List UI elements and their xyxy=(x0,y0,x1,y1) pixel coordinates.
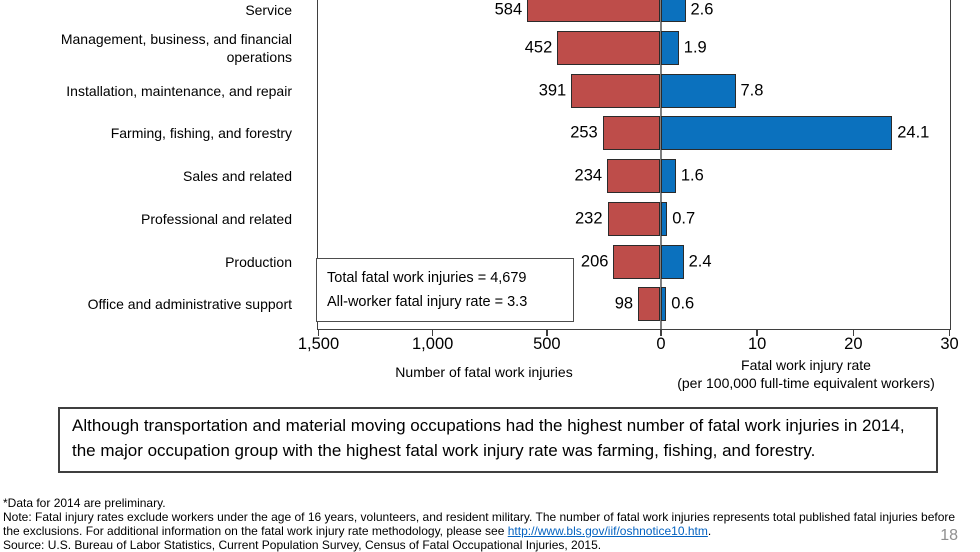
x-axis-tick xyxy=(948,330,951,336)
plot-area: 584 2.6 452 1.9 391 7.8 253 24.1 234 1.6 232 0.7 206… xyxy=(317,0,951,330)
x-axis-tick xyxy=(317,330,320,336)
x-axis-tick-label: 20 xyxy=(844,335,863,353)
category-label: Office and administrative support xyxy=(87,296,292,313)
x-axis-tick-label: 1,500 xyxy=(297,335,340,353)
rate-bar xyxy=(660,244,684,279)
injuries-bar xyxy=(613,244,661,279)
stats-total-injuries: Total fatal work injuries = 4,679 xyxy=(327,269,527,286)
rate-value-label: 0.7 xyxy=(672,209,696,228)
rate-value-label: 2.6 xyxy=(690,0,714,18)
rate-bar xyxy=(660,0,686,22)
x-axis-title-right-line1: Fatal work injury rate xyxy=(741,357,871,373)
stats-box: Total fatal work injuries = 4,679 All-wo… xyxy=(316,258,574,322)
x-axis-title-right-line2: (per 100,000 full-time equivalent worker… xyxy=(677,375,935,391)
x-axis-title-right: Fatal work injury rate (per 100,000 full… xyxy=(677,356,935,392)
footnote-note: Note: Fatal injury rates exclude workers… xyxy=(3,509,956,538)
injuries-value-label: 234 xyxy=(574,166,603,185)
x-axis-tick xyxy=(852,330,855,336)
category-label: Farming, fishing, and forestry xyxy=(110,125,292,142)
rate-bar xyxy=(660,159,676,194)
rate-bar xyxy=(660,201,668,236)
rate-value-label: 24.1 xyxy=(897,123,930,142)
rate-bar xyxy=(660,30,679,65)
x-axis-tick xyxy=(546,330,548,336)
category-label: Sales and related xyxy=(183,168,292,185)
injuries-value-label: 452 xyxy=(524,38,553,57)
rate-bar xyxy=(660,287,667,322)
rate-value-label: 1.6 xyxy=(680,166,704,185)
footnotes: *Data for 2014 are preliminary. Note: Fa… xyxy=(3,496,961,552)
category-label: Professional and related xyxy=(141,210,292,227)
x-axis-tick-label: 500 xyxy=(533,335,561,353)
category-label: Management, business, and financial oper… xyxy=(60,30,292,65)
injuries-bar xyxy=(638,287,661,322)
rate-value-label: 2.4 xyxy=(688,252,712,271)
rate-value-label: 7.8 xyxy=(740,81,764,100)
injuries-bar xyxy=(602,116,661,151)
category-label: Production xyxy=(225,253,292,270)
x-axis-tick xyxy=(660,330,662,336)
category-label: Service xyxy=(245,1,292,18)
injuries-value-label: 253 xyxy=(570,123,598,142)
category-label: Installation, maintenance, and repair xyxy=(66,82,292,99)
bls-link[interactable]: http://www.bls.gov/iif/oshnotice10.htm xyxy=(507,523,708,538)
footnote-source: Source: U.S. Bureau of Labor Statistics,… xyxy=(3,537,602,552)
injuries-value-label: 584 xyxy=(494,0,523,18)
injuries-bar xyxy=(571,73,661,108)
injuries-value-label: 391 xyxy=(538,81,567,100)
x-axis-tick-label: 0 xyxy=(656,335,666,353)
stats-all-worker-rate: All-worker fatal injury rate = 3.3 xyxy=(327,294,528,311)
injuries-bar xyxy=(607,159,661,194)
callout-box: Although transportation and material mov… xyxy=(58,407,938,473)
x-axis-tick xyxy=(431,330,434,336)
injuries-bar xyxy=(557,30,661,65)
injuries-bar xyxy=(607,201,661,236)
x-axis-tick xyxy=(756,330,758,336)
injuries-value-label: 232 xyxy=(574,209,603,228)
footnote-preliminary: *Data for 2014 are preliminary. xyxy=(3,496,166,510)
x-axis-tick-label: 1,000 xyxy=(412,335,454,353)
callout-text: Although transportation and material mov… xyxy=(72,416,905,460)
x-axis-title-left: Number of fatal work injuries xyxy=(395,364,573,380)
x-axis-tick-label: 30 xyxy=(940,335,959,353)
rate-value-label: 1.9 xyxy=(683,38,707,57)
injuries-value-label: 206 xyxy=(580,252,609,271)
rate-bar xyxy=(660,116,893,151)
rate-value-label: 0.6 xyxy=(671,294,695,313)
injuries-bar xyxy=(527,0,661,22)
page-number: 18 xyxy=(940,527,958,544)
rate-bar xyxy=(660,73,736,108)
injuries-value-label: 98 xyxy=(614,294,634,313)
x-axis-tick-label: 10 xyxy=(747,335,767,353)
